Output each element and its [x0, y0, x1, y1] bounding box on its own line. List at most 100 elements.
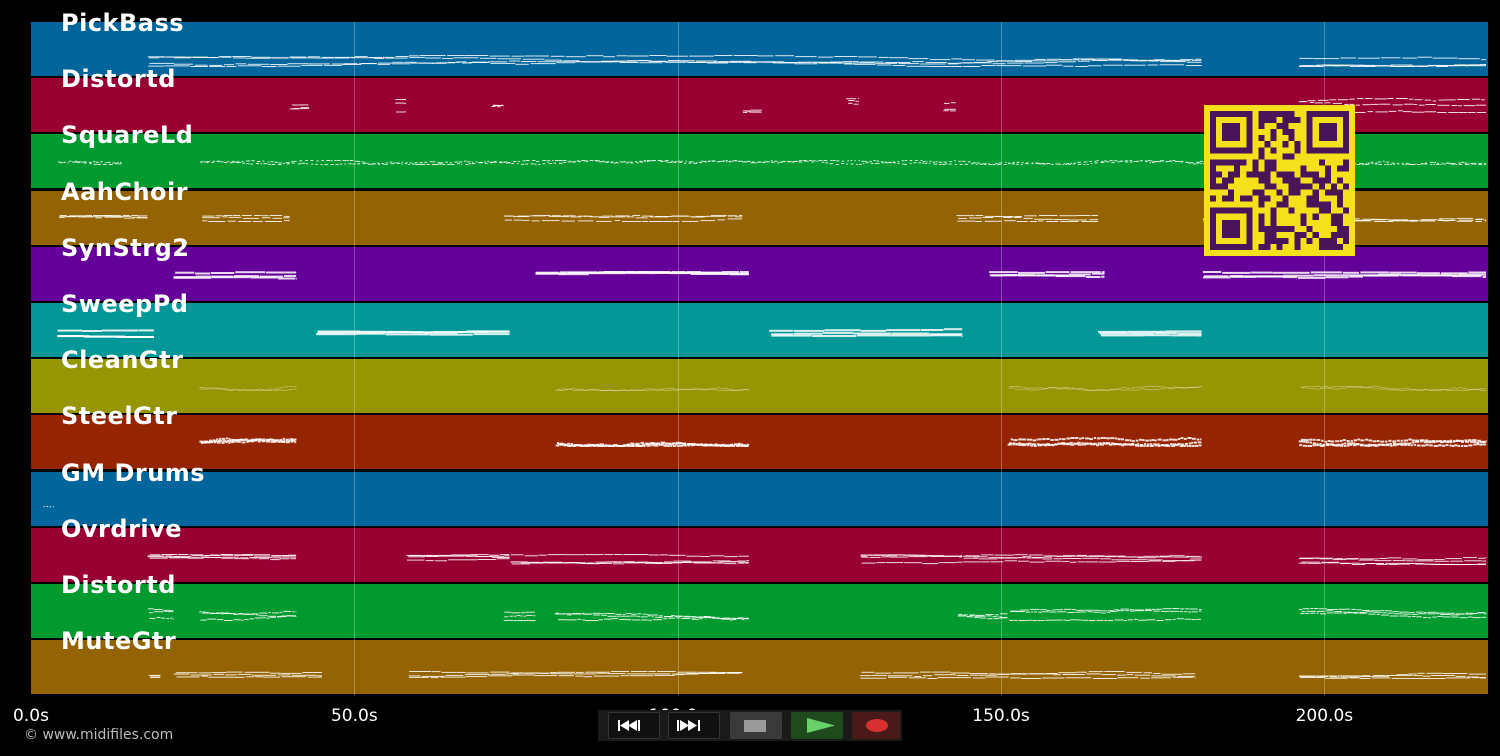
note-mark: [869, 161, 872, 163]
note-mark: [1130, 60, 1147, 62]
note-mark: [1485, 440, 1487, 443]
note-mark: [1028, 554, 1043, 556]
track-row[interactable]: CleanGtr: [31, 346, 1488, 416]
note-mark: [563, 613, 572, 615]
note-mark: [1134, 444, 1137, 447]
note-mark: [684, 163, 687, 165]
note-mark: [499, 553, 510, 555]
note-mark: [259, 556, 273, 558]
note-mark: [1147, 559, 1163, 561]
note-mark: [671, 161, 673, 163]
note-mark: [685, 160, 687, 162]
note-mark: [1376, 613, 1380, 615]
stop-button[interactable]: [730, 712, 782, 739]
note-mark: [509, 162, 511, 164]
note-mark: [1412, 164, 1415, 166]
note-mark: [882, 162, 885, 164]
note-mark: [222, 215, 228, 217]
note-mark: [256, 439, 259, 442]
note-mark: [1381, 57, 1401, 59]
note-mark: [951, 66, 963, 67]
note-mark: [285, 271, 297, 274]
track-row[interactable]: SteelGtr: [31, 402, 1488, 472]
note-mark: [712, 388, 717, 390]
note-mark: [1087, 389, 1092, 391]
note-mark: [1100, 334, 1145, 337]
track-row[interactable]: GM Drums: [31, 459, 1488, 528]
note-mark: [575, 444, 579, 447]
note-mark: [693, 562, 704, 564]
note-mark: [748, 388, 750, 390]
note-mark: [1012, 442, 1016, 445]
note-mark: [268, 615, 277, 617]
track-separator: [31, 638, 1488, 640]
track-row[interactable]: PickBass: [31, 9, 1488, 78]
note-mark: [1370, 162, 1374, 164]
note-mark: [1299, 444, 1302, 447]
note-mark: [216, 612, 225, 614]
note-mark: [678, 445, 683, 448]
note-mark: [1057, 61, 1076, 63]
note-mark: [667, 445, 670, 448]
note-mark: [956, 214, 975, 216]
note-mark: [1137, 619, 1147, 621]
note-mark: [1204, 275, 1229, 278]
note-mark: [881, 556, 890, 558]
note-mark: [681, 161, 683, 163]
note-mark: [1322, 444, 1325, 447]
rewind-button[interactable]: [608, 712, 660, 739]
track-row[interactable]: MuteGtr: [31, 627, 1488, 697]
note-mark: [908, 58, 929, 60]
note-mark: [1075, 388, 1080, 390]
note-mark: [543, 214, 551, 216]
play-button[interactable]: [791, 712, 843, 739]
note-mark: [603, 56, 615, 58]
note-mark: [405, 162, 408, 164]
note-mark: [1125, 610, 1129, 612]
note-mark: [395, 56, 409, 57]
note-mark: [710, 555, 725, 557]
note-mark: [598, 161, 603, 163]
note-mark: [658, 444, 664, 447]
note-mark: [233, 613, 239, 615]
fast-forward-button[interactable]: [668, 712, 720, 739]
note-mark: [1477, 440, 1482, 443]
note-mark: [1043, 163, 1047, 165]
note-mark: [682, 220, 699, 222]
note-mark: [627, 55, 649, 57]
note-mark: [1416, 611, 1424, 613]
note-mark: [1015, 443, 1018, 446]
note-mark: [253, 220, 263, 222]
track-row[interactable]: Ovrdrive: [31, 515, 1488, 584]
note-mark: [644, 390, 649, 392]
note-mark: [829, 163, 834, 165]
note-mark: [1122, 59, 1139, 61]
note-mark: [1335, 444, 1339, 447]
note-mark: [771, 334, 812, 337]
track-row[interactable]: Distortd: [31, 571, 1488, 640]
note-mark: [98, 164, 101, 166]
note-mark: [1388, 389, 1394, 391]
note-mark: [992, 164, 995, 166]
track-row[interactable]: SweepPd: [31, 290, 1488, 359]
note-mark: [733, 55, 758, 56]
note-mark: [1423, 389, 1429, 391]
note-mark: [464, 674, 491, 676]
note-mark: [1409, 612, 1415, 614]
note-mark: [88, 162, 92, 164]
note-mark: [1364, 445, 1367, 448]
note-mark: [1038, 220, 1044, 222]
note-mark: [1074, 162, 1076, 164]
note-mark: [1458, 219, 1474, 221]
note-mark: [1054, 619, 1063, 621]
note-mark: [1104, 620, 1108, 621]
note-mark: [409, 162, 413, 164]
note-mark: [737, 560, 746, 562]
note-mark: [293, 161, 297, 163]
note-mark: [930, 66, 951, 67]
note-mark: [1365, 439, 1369, 442]
record-button[interactable]: [852, 712, 900, 739]
note-mark: [860, 677, 887, 679]
note-mark: [1146, 445, 1149, 448]
note-mark: [1046, 163, 1051, 165]
